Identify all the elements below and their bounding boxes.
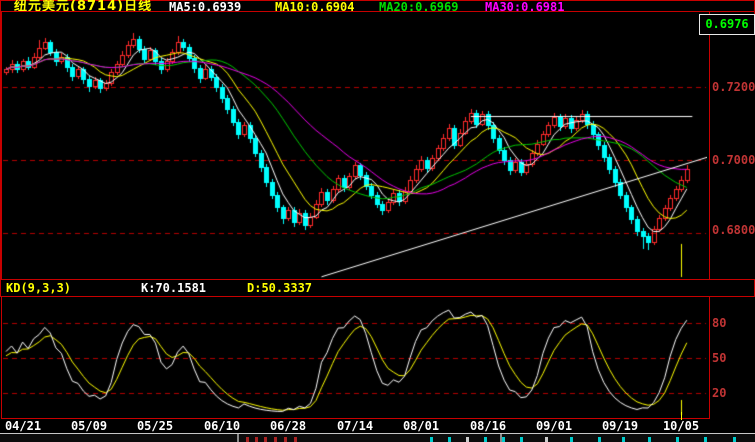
main-chart-panel[interactable] (1, 11, 710, 282)
strip-mark (274, 437, 277, 442)
ma-value-label: MA5:0.6939 (169, 0, 242, 14)
instrument-title: 纽元美元(8714)日线 (14, 0, 153, 14)
kd-indicator-panel[interactable] (1, 296, 710, 419)
date-tick-label: 09/01 (535, 419, 573, 433)
date-tick-label: 06/28 (269, 419, 307, 433)
strip-mark (676, 437, 679, 442)
strip-mark (598, 437, 601, 442)
strip-mark (704, 437, 707, 442)
kd-params-label: KD(9,3,3) (6, 281, 72, 295)
strip-mark (733, 437, 736, 442)
strip-mark (294, 437, 297, 442)
last-price-box: 0.6976 (699, 14, 755, 35)
kd-axis-label: 50 (712, 351, 727, 365)
top-border-line (0, 0, 755, 1)
last-price-value: 0.6976 (705, 17, 749, 31)
strip-mark (502, 437, 505, 442)
current-bar-marker-tick (681, 412, 682, 420)
date-tick-label: 07/14 (336, 419, 374, 433)
strip-mark (648, 437, 651, 442)
strip-divider (500, 434, 502, 442)
strip-divider (237, 434, 239, 442)
kd-d-value: D:50.3337 (247, 281, 313, 295)
ma-value-label: MA30:0.6981 (485, 0, 565, 14)
strip-mark (520, 437, 523, 442)
strip-mark (255, 437, 258, 442)
strip-mark (246, 437, 249, 442)
kd-axis-label: 20 (712, 386, 727, 400)
date-tick-label: 04/21 (4, 419, 42, 433)
date-tick-label: 09/19 (601, 419, 639, 433)
strip-mark (284, 437, 287, 442)
kd-axis-label: 80 (712, 316, 727, 330)
strip-mark (430, 437, 433, 442)
date-tick-label: 08/16 (469, 419, 507, 433)
price-axis-label: 0.7000 (712, 153, 755, 167)
strip-mark (622, 437, 625, 442)
strip-mark (264, 437, 267, 442)
left-border-line (0, 0, 1, 281)
strip-mark (448, 437, 451, 442)
ma-value-label: MA10:0.6904 (275, 0, 355, 14)
candlestick-chart-canvas[interactable] (2, 12, 707, 279)
kd-indicator-header[interactable]: KD(9,3,3) K:70.1581 D:50.3337 (0, 279, 755, 297)
strip-mark (545, 437, 548, 442)
date-tick-label: 05/25 (136, 419, 174, 433)
strip-mark (466, 437, 469, 442)
date-tick-label: 05/09 (70, 419, 108, 433)
kd-k-value: K:70.1581 (141, 281, 207, 295)
date-tick-label: 10/05 (662, 419, 700, 433)
strip-mark (570, 437, 573, 442)
bottom-windows-strip (0, 434, 755, 442)
strip-mark (484, 437, 487, 442)
bottom-separator-line (0, 433, 755, 434)
price-axis-label: 0.6800 (712, 223, 755, 237)
date-tick-label: 06/10 (203, 419, 241, 433)
price-axis-label: 0.7200 (712, 80, 755, 94)
ma-value-label: MA20:0.6969 (379, 0, 459, 14)
date-tick-label: 08/01 (402, 419, 440, 433)
kd-chart-canvas[interactable] (2, 297, 707, 416)
